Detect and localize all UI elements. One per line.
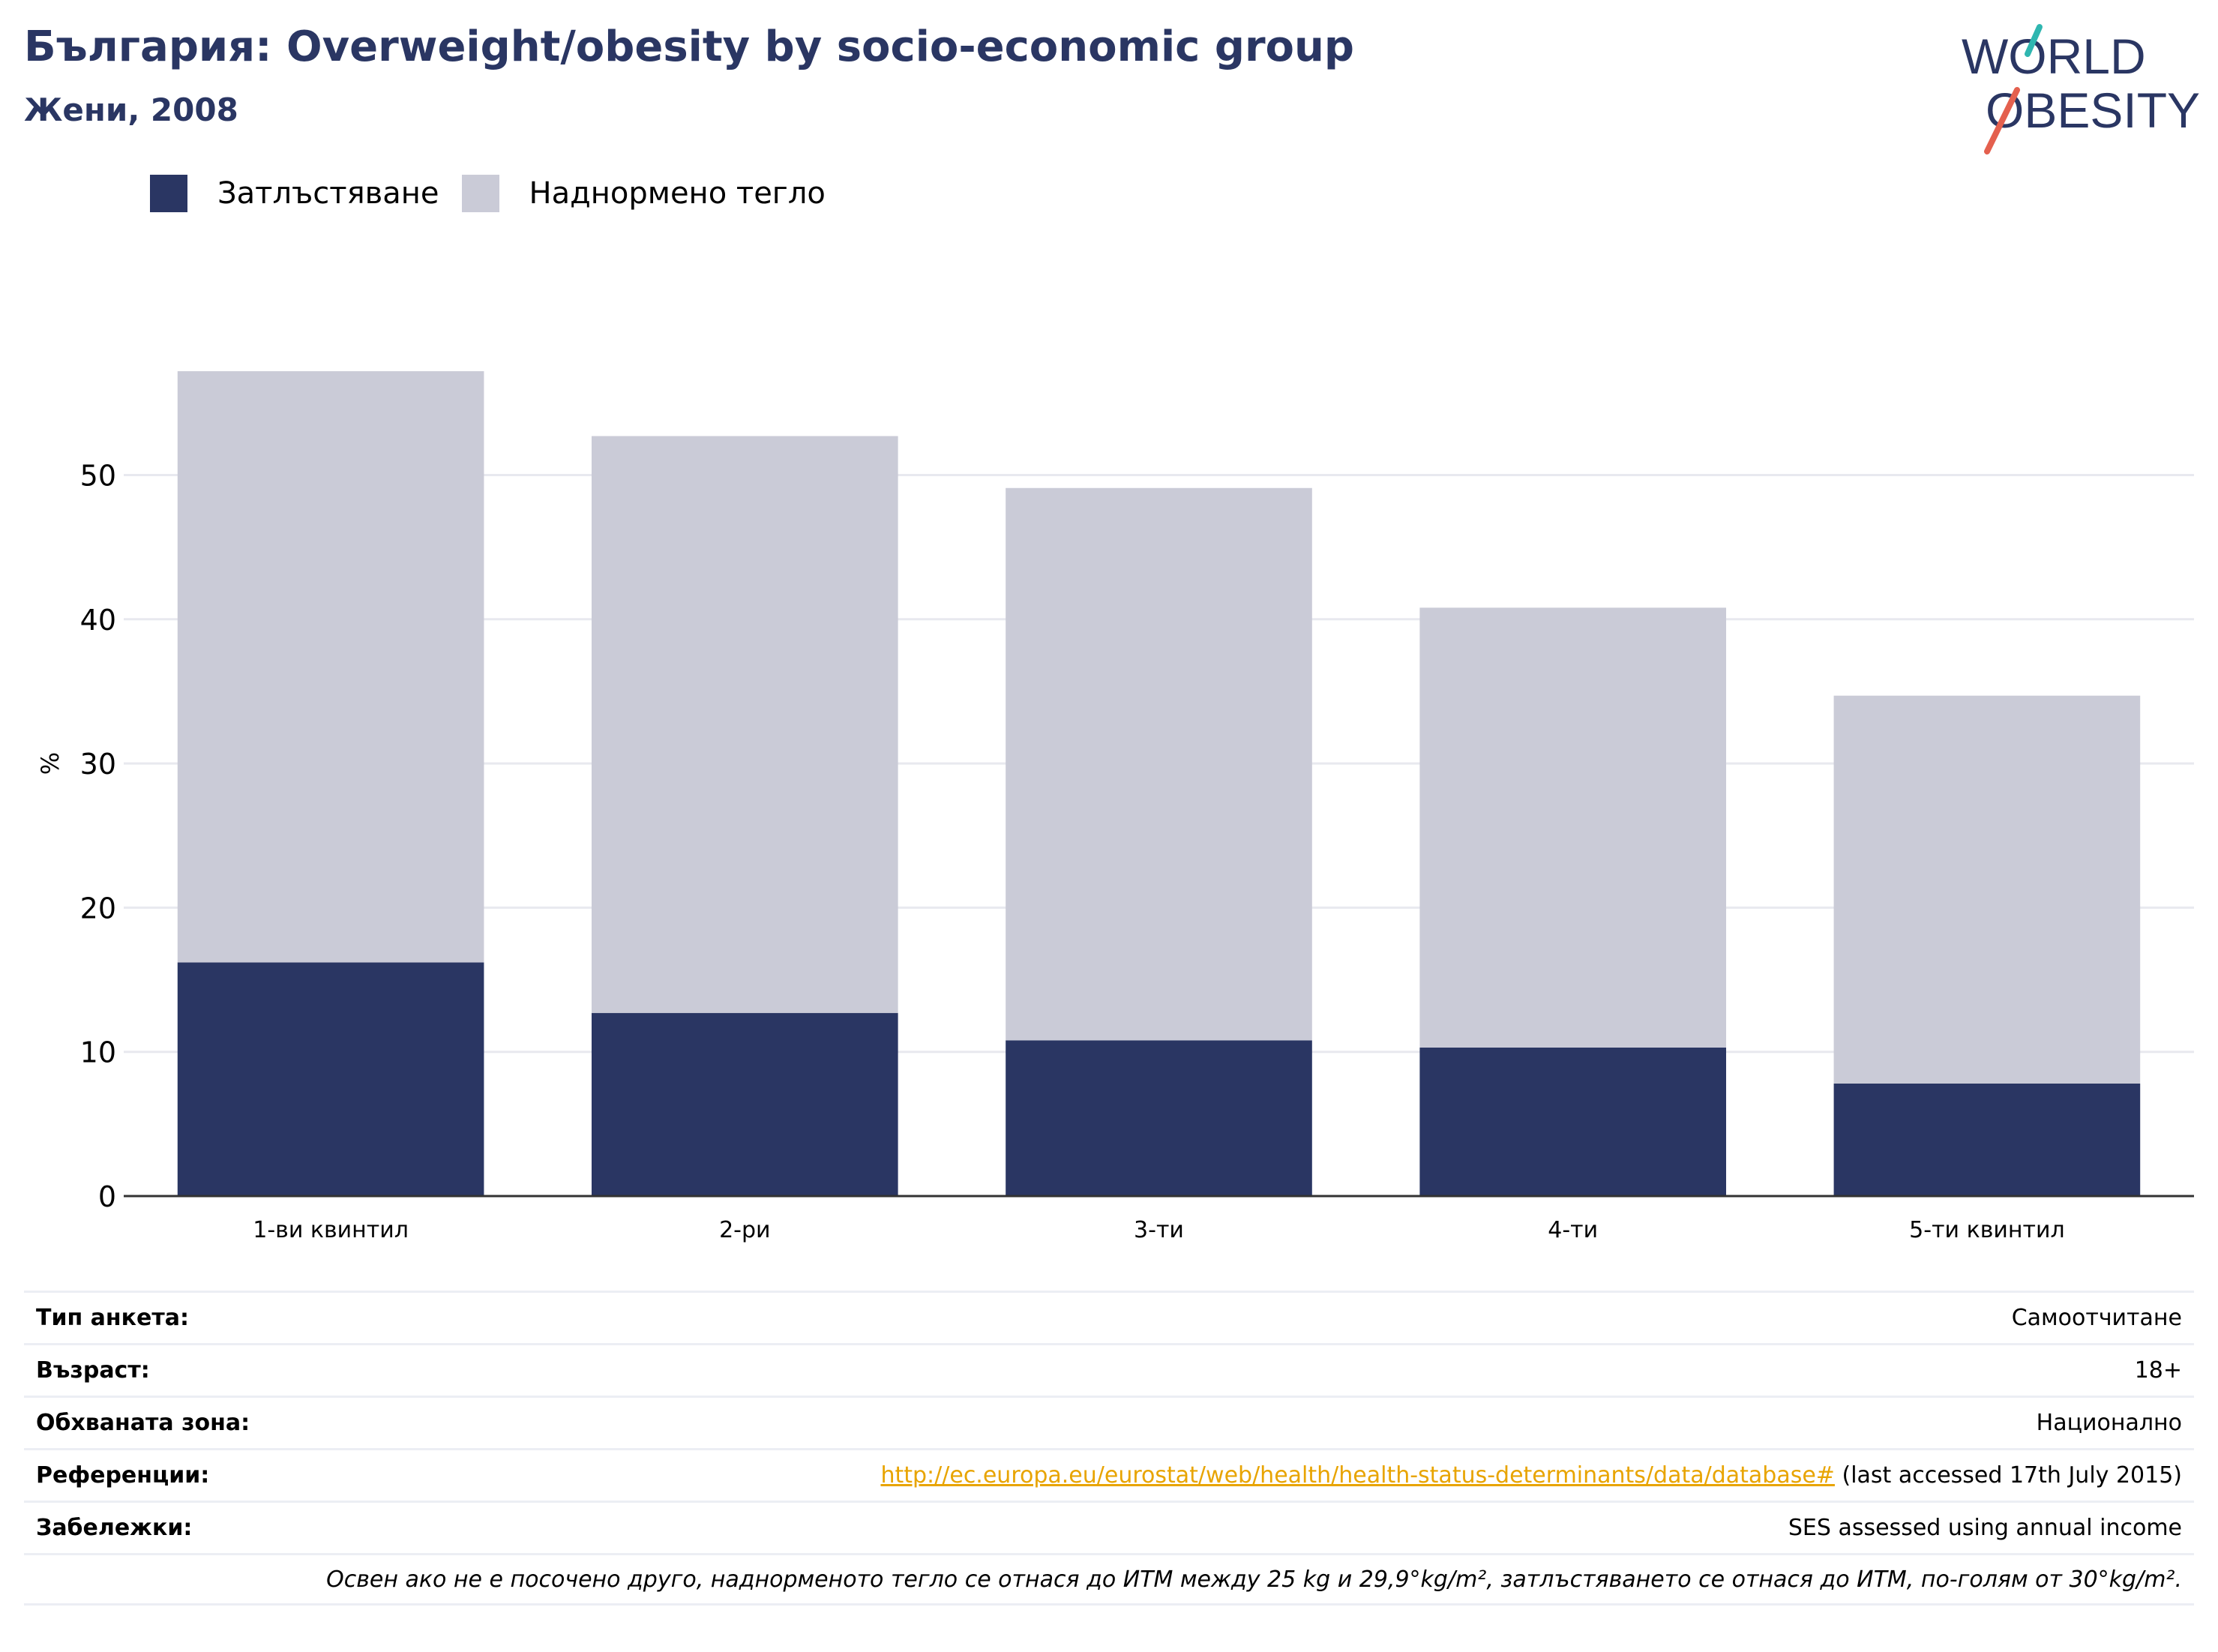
y-tick-label: 50 (80, 459, 116, 492)
chart-legend: Затлъстяване Наднормено тегло (150, 174, 848, 213)
chart-title: България: Overweight/obesity by socio-ec… (24, 22, 1354, 71)
bar-obesity (177, 962, 484, 1196)
logo-slash-red (1984, 87, 2020, 154)
bar-obesity (1006, 1040, 1312, 1196)
legend-swatch-overweight (461, 175, 499, 212)
bar-obesity (1833, 1084, 2141, 1196)
age-value: 18+ (2134, 1357, 2182, 1384)
survey-type-value: Самоотчитане (2011, 1305, 2182, 1331)
area-label: Обхваната зона: (36, 1410, 250, 1436)
references-label: Референции: (36, 1462, 210, 1489)
x-tick-label: 5-ти квинтил (1909, 1217, 2064, 1243)
logo-word-obesity: OBESITY (1986, 82, 2200, 138)
logo-slash-teal (2025, 24, 2043, 57)
legend-swatch-obesity (150, 175, 187, 212)
x-tick-label: 4-ти (1548, 1217, 1598, 1243)
y-tick-label: 0 (98, 1180, 116, 1213)
info-row-notes: Забележки: SES assessed using annual inc… (24, 1501, 2194, 1553)
info-row-footnote: Освен ако не е посочено друго, наднормен… (24, 1553, 2194, 1606)
y-tick-label: 20 (80, 892, 116, 925)
references-value: http://ec.europa.eu/eurostat/web/health/… (880, 1462, 2182, 1489)
bar-overweight (1419, 607, 1727, 1048)
bar-chart: 0 10 20 30 40 50% 1-ви квинтил 2-ри 3-ти 4-ти 5-ти… (36, 371, 2194, 1243)
x-tick-label: 2-ри (719, 1217, 770, 1243)
x-tick-label: 3-ти (1134, 1217, 1184, 1243)
legend-item-obesity: Затлъстяване (150, 175, 439, 212)
x-tick-label: 1-ви квинтил (253, 1217, 409, 1243)
world-obesity-logo: WORLD OBESITY (1962, 24, 2200, 154)
notes-value: SES assessed using annual income (1788, 1515, 2182, 1541)
bar-overweight (177, 371, 484, 963)
bar-obesity (591, 1012, 898, 1196)
age-label: Възраст: (36, 1357, 150, 1384)
logo-word-world: WORLD (1962, 28, 2146, 84)
footnote-text: Освен ако не е посочено друго, наднормен… (326, 1566, 2182, 1593)
legend-label-obesity: Затлъстяване (217, 176, 439, 211)
info-row-references: Референции: http://ec.europa.eu/eurostat… (24, 1448, 2194, 1501)
bar-overweight (1833, 695, 2141, 1084)
y-tick-label: 40 (80, 604, 116, 637)
info-row-survey-type: Тип анкета: Самоотчитане (24, 1291, 2194, 1343)
info-table: Тип анкета: Самоотчитане Възраст: 18+ Об… (24, 1291, 2194, 1606)
legend-item-overweight: Наднормено тегло (461, 175, 826, 212)
references-link[interactable]: http://ec.europa.eu/eurostat/web/health/… (880, 1462, 1835, 1489)
bar-overweight (591, 436, 898, 1013)
info-row-age: Възраст: 18+ (24, 1343, 2194, 1396)
bar-obesity (1419, 1047, 1727, 1196)
area-value: Национално (2036, 1410, 2182, 1436)
survey-type-label: Тип анкета: (36, 1305, 189, 1331)
y-tick-label: 10 (80, 1036, 116, 1069)
y-tick-label: 30 (80, 748, 116, 781)
info-row-area: Обхваната зона: Национално (24, 1396, 2194, 1448)
notes-label: Забележки: (36, 1515, 193, 1541)
legend-label-overweight: Наднормено тегло (529, 176, 826, 211)
y-axis-label: % (36, 752, 64, 775)
chart-subtitle: Жени, 2008 (24, 91, 238, 128)
references-note: (last accessed 17th July 2015) (1834, 1462, 2182, 1489)
bar-overweight (1006, 487, 1312, 1041)
